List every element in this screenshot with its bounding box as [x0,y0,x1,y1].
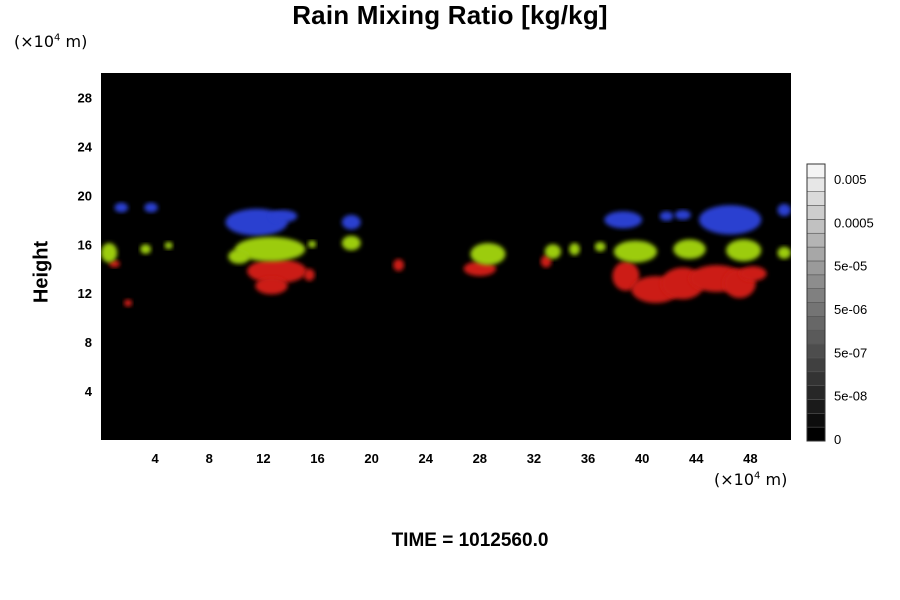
data-blob-0-6 [699,205,762,235]
x-tick-label-11: 48 [743,451,757,466]
x-tick-label-1: 8 [206,451,213,466]
x-tick-label-3: 16 [310,451,324,466]
data-blob-1-0 [247,258,307,284]
y-tick-label-4: 20 [78,188,92,203]
x-tick-label-5: 24 [418,451,433,466]
data-blob-1-2 [303,268,315,281]
colorbar-frame [806,163,826,442]
x-tick-label-0: 4 [152,451,160,466]
colorbar-swatch-18 [806,177,826,193]
colorbar-swatch-4 [806,371,826,386]
y-tick-label-5: 24 [78,139,93,154]
data-blob-2-6 [673,239,706,259]
y-axis-label: Height [30,240,53,304]
data-blob-1-5 [540,255,552,268]
data-blob-0-3 [144,202,158,213]
data-blob-1-4 [463,261,497,277]
colorbar-label-2: 5e-05 [834,259,867,274]
x-axis: 4 8 12 16 20 24 28 32 36 40 44 48 [152,451,758,466]
colorbar-label-3: 5e-06 [834,302,867,317]
data-blob-0-4 [114,202,129,213]
colorbar-swatch-0 [806,426,826,442]
x-tick-label-7: 32 [527,451,541,466]
colorbar-swatch-8 [806,316,826,331]
x-tick-label-6: 28 [473,451,487,466]
data-blob-2-3 [470,243,506,266]
time-label: TIME = 1012560.0 [391,530,549,551]
data-blob-0-7 [659,211,674,222]
y-tick-label-3: 16 [78,237,92,252]
data-blob-0-1 [270,210,298,223]
data-blob-2-11 [308,240,317,248]
x-tick-label-4: 20 [364,451,378,466]
y-axis: 4 8 12 16 20 24 28 [78,90,93,399]
data-blob-0-8 [674,210,691,220]
colorbar-label-4: 5e-07 [834,345,867,360]
colorbar-label-1: 0.0005 [834,215,874,230]
colorbar-swatch-7 [806,329,826,345]
colorbar-swatch-11 [806,274,826,289]
colorbar-label-6: 0 [834,432,841,447]
data-blob-0-9 [777,203,791,217]
data-blob-0-5 [604,211,643,229]
data-blob-2-8 [101,243,118,263]
colorbar-swatch-5 [806,357,826,373]
y-tick-label-1: 8 [85,335,92,350]
colorbar-swatch-16 [806,205,826,220]
x-tick-label-10: 44 [689,451,704,466]
data-blob-0-2 [341,214,361,230]
data-blob-2-14 [777,246,791,259]
y-tick-label-6: 28 [78,90,92,105]
colorbar-swatch-10 [806,288,826,303]
data-blob-2-2 [341,235,361,251]
colorbar-swatch-19 [806,163,826,179]
colorbar-swatch-13 [806,246,826,262]
y-axis-unit: (×104 m) [14,32,88,51]
data-blob-1-1 [255,277,288,295]
data-blob-2-5 [613,240,658,263]
x-tick-label-8: 36 [581,451,595,466]
colorbar-label-5: 5e-08 [834,389,867,404]
data-blob-2-13 [594,241,606,252]
colorbar-swatch-15 [806,219,826,234]
colorbar-swatch-9 [806,302,826,317]
x-axis-unit: (×104 m) [714,470,788,489]
colorbar-label-0: 0.005 [834,172,867,187]
data-blob-2-4 [544,244,561,259]
chart-title: Rain Mixing Ratio [kg/kg] [292,0,608,30]
colorbar-swatch-1 [806,412,826,428]
data-layer [101,202,791,307]
y-tick-label-2: 12 [78,286,92,301]
y-tick-label-0: 4 [85,384,93,399]
data-blob-2-12 [569,243,580,256]
data-blob-2-9 [140,244,152,255]
colorbar-swatch-2 [806,399,826,414]
data-blob-1-6 [612,261,640,291]
colorbar-swatch-17 [806,191,826,206]
colorbar-swatch-6 [806,343,826,359]
data-blob-1-11 [739,266,767,281]
plot-area [101,73,791,440]
data-blob-1-13 [124,299,133,307]
x-tick-label-9: 40 [635,451,649,466]
colorbar-swatch-14 [806,232,826,248]
data-blob-2-10 [164,241,173,250]
x-tick-label-2: 12 [256,451,270,466]
colorbar: 0.005 0.0005 5e-05 5e-06 5e-07 5e-08 0 [806,163,874,447]
data-blob-2-0 [234,236,306,262]
data-blob-2-7 [726,239,762,262]
data-blob-2-1 [228,249,250,264]
data-blob-1-3 [393,258,405,272]
colorbar-swatch-3 [806,385,826,400]
colorbar-swatch-12 [806,260,826,276]
